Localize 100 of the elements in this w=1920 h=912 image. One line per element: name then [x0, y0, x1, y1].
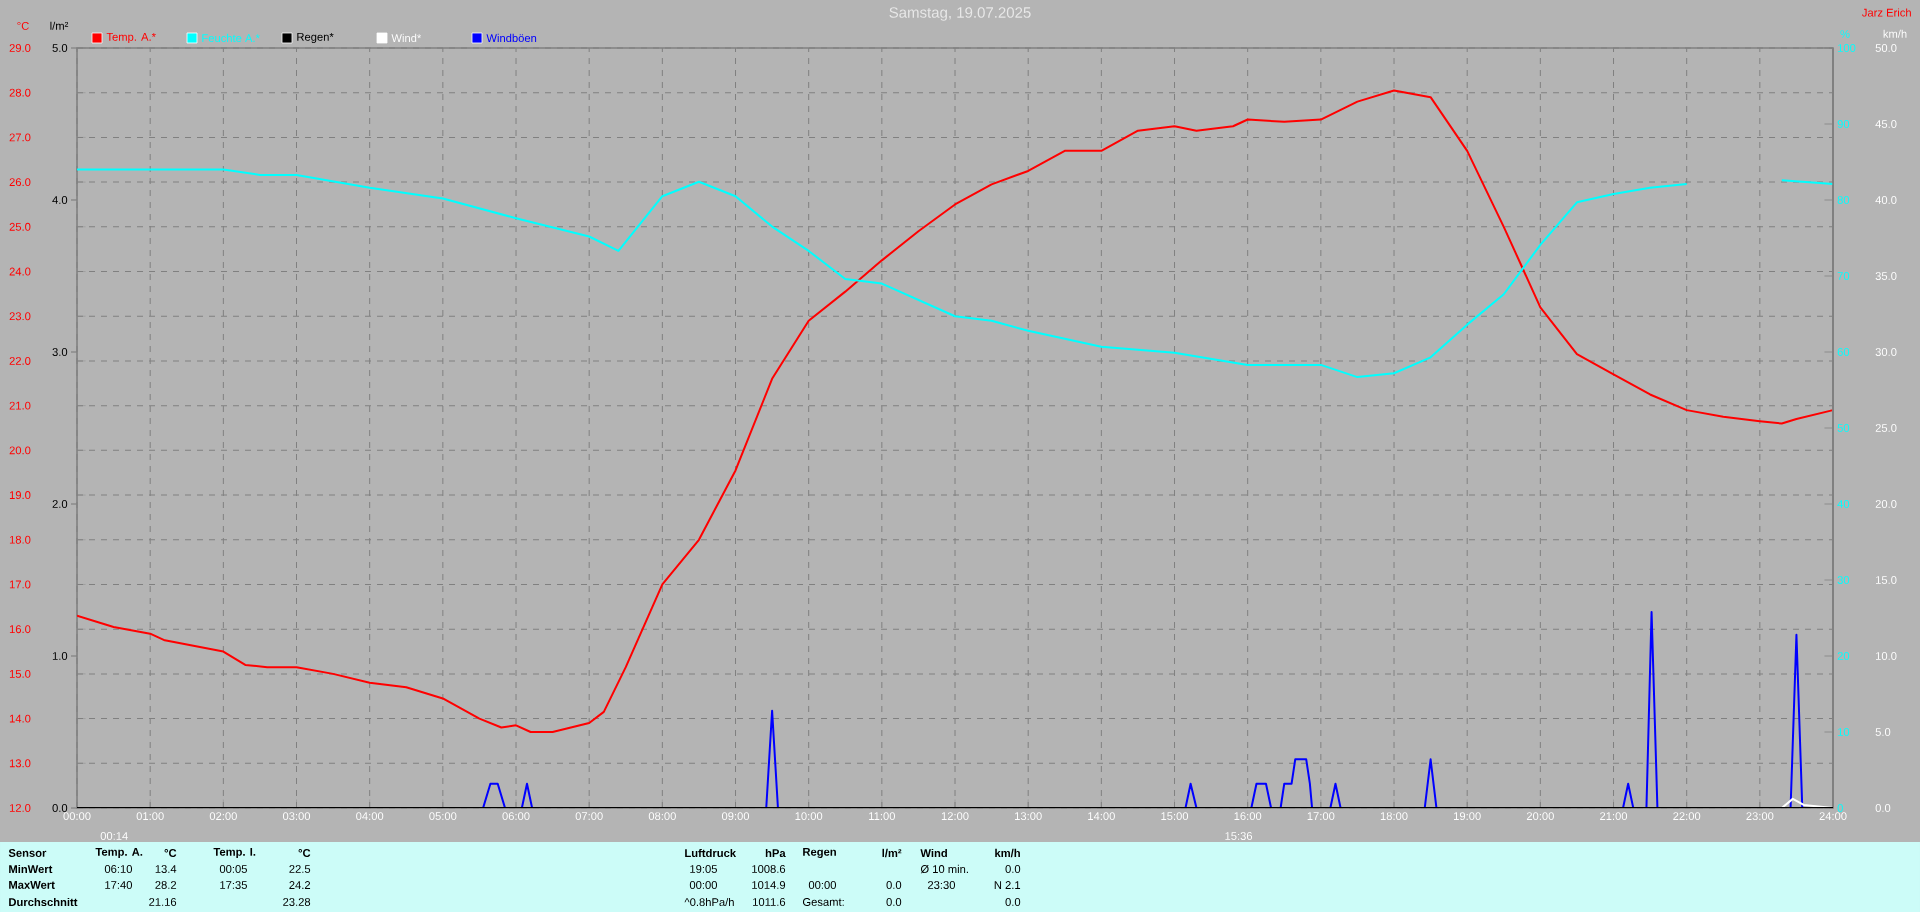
- text: l/m²: [50, 21, 69, 30]
- text: 24.2: [289, 881, 311, 889]
- text: 4.0: [52, 196, 68, 204]
- text: 23:30: [927, 881, 956, 889]
- y-tick-label: 23.0: [9, 312, 31, 321]
- text: 21.16: [149, 898, 177, 906]
- y-tick-label: 22.0: [9, 356, 31, 365]
- x-tick-label: 05:00: [429, 812, 457, 821]
- text: 13.4: [155, 865, 177, 873]
- y-tick-label: 28.0: [9, 88, 31, 97]
- text: 23.28: [283, 898, 311, 906]
- y3-axis-title: km/h: [1883, 29, 1907, 38]
- y3-tick-label: 20.0: [1875, 500, 1897, 508]
- x-tick-label: 04:00: [356, 812, 384, 821]
- y-tick-label: 18.0: [9, 535, 31, 544]
- text: Ø 10 min.: [920, 864, 968, 874]
- text: MinWert: [9, 864, 53, 874]
- x-tick-label: 14:00: [1088, 812, 1115, 821]
- text: Gesamt:: [802, 898, 844, 906]
- y-tick-label: 25.0: [9, 222, 31, 231]
- y3-tick-label: 40.0: [1875, 196, 1897, 204]
- text: Temp. A.: [95, 847, 143, 859]
- legend-label: Temp. A.*: [106, 32, 156, 44]
- x-tick-label: 08:00: [648, 812, 676, 821]
- y2-tick-label: 10: [1838, 728, 1850, 736]
- x-tick-label: 10:00: [795, 812, 823, 821]
- text: 1.0: [52, 652, 68, 660]
- x-tick-label: 18:00: [1380, 812, 1408, 821]
- y-axis-title: °C: [17, 21, 29, 30]
- y-tick-label: 27.0: [9, 133, 31, 142]
- text: N 2.1: [994, 881, 1021, 889]
- y2-tick-label: 50: [1837, 424, 1850, 432]
- y-tick-label: 14.0: [9, 714, 31, 723]
- x-tick-label: 17:00: [1307, 812, 1335, 821]
- y3-tick-label: 25.0: [1875, 424, 1897, 432]
- text: 1008.6: [752, 865, 786, 873]
- legend-label: Regen*: [297, 32, 334, 44]
- x-tick-label: 16:00: [1234, 812, 1262, 821]
- text: 0.0: [886, 898, 902, 906]
- annotation: 15:36: [1225, 832, 1253, 840]
- legend-label: Windböen: [486, 33, 537, 43]
- text: Regen: [803, 847, 836, 859]
- legend-label: Feuchte A.*: [202, 33, 260, 43]
- text: 0.0: [52, 804, 68, 812]
- x-tick-label: 15:00: [1161, 812, 1189, 821]
- y-tick-label: 17.0: [9, 580, 31, 589]
- y3-tick-label: 30.0: [1875, 348, 1897, 356]
- y3-tick-label: 35.0: [1875, 272, 1897, 280]
- y-tick-label: 19.0: [9, 491, 31, 500]
- text: l/m²: [882, 848, 902, 858]
- text: 1014.9: [752, 881, 786, 889]
- y-tick-label: 26.0: [9, 178, 31, 187]
- y2-tick-label: 70: [1837, 272, 1850, 280]
- y3-tick-label: 15.0: [1876, 576, 1897, 584]
- y-tick-label: 15.0: [9, 669, 31, 678]
- x-tick-label: 24:00: [1819, 812, 1847, 821]
- y-tick-label: 21.0: [9, 401, 31, 410]
- x-tick-label: 07:00: [575, 812, 603, 821]
- annotation: 00:14: [100, 832, 128, 840]
- text: 22.5: [289, 865, 311, 873]
- y3-tick-label: 5.0: [1875, 728, 1891, 736]
- y2-tick-label: 30: [1837, 576, 1850, 584]
- line-series: [77, 89, 1834, 733]
- x-tick-label: 21:00: [1600, 812, 1628, 821]
- text: 00:00: [808, 881, 837, 889]
- y2-tick-label: 60: [1837, 348, 1850, 356]
- x-tick-label: 02:00: [209, 812, 237, 821]
- y-tick-label: 13.0: [9, 759, 31, 768]
- x-tick-label: 20:00: [1526, 812, 1554, 821]
- text: Temp. I.: [213, 847, 256, 859]
- y-tick-label: 12.0: [9, 804, 31, 812]
- text: Luftdruck: [685, 848, 737, 858]
- text: °C: [298, 849, 311, 857]
- text: 17:40: [105, 881, 133, 889]
- x-tick-label: 00:00: [63, 812, 91, 821]
- text: 17:35: [220, 881, 247, 889]
- x-tick-label: 19:00: [1454, 812, 1481, 821]
- x-tick-label: 11:00: [869, 812, 896, 821]
- y2-tick-label: 0: [1837, 804, 1843, 812]
- text: 19:05: [690, 865, 717, 873]
- y3-tick-label: 0.0: [1875, 804, 1891, 812]
- legend-label: Wind*: [391, 33, 422, 43]
- x-tick-label: 06:00: [502, 812, 530, 821]
- text: 0.0: [1005, 898, 1021, 906]
- y-tick-label: 20.0: [9, 446, 31, 455]
- y-tick-label: 29.0: [9, 44, 31, 52]
- x-tick-label: 03:00: [282, 812, 311, 821]
- x-tick-label: 01:00: [136, 812, 164, 821]
- y2-tick-label: 20: [1837, 652, 1850, 660]
- text: 00:00: [689, 881, 718, 889]
- text: 06:10: [104, 865, 133, 873]
- text: 2.0: [52, 500, 68, 508]
- text: 0.0: [1005, 865, 1021, 873]
- text: 5.0: [52, 44, 68, 52]
- y3-tick-label: 45.0: [1875, 120, 1897, 128]
- x-tick-label: 12:00: [941, 812, 969, 821]
- text: Sensor: [8, 849, 47, 857]
- text: Durchschnitt: [9, 897, 78, 907]
- y3-tick-label: 50.0: [1875, 44, 1897, 52]
- text: ^0.8hPa/h: [684, 897, 734, 907]
